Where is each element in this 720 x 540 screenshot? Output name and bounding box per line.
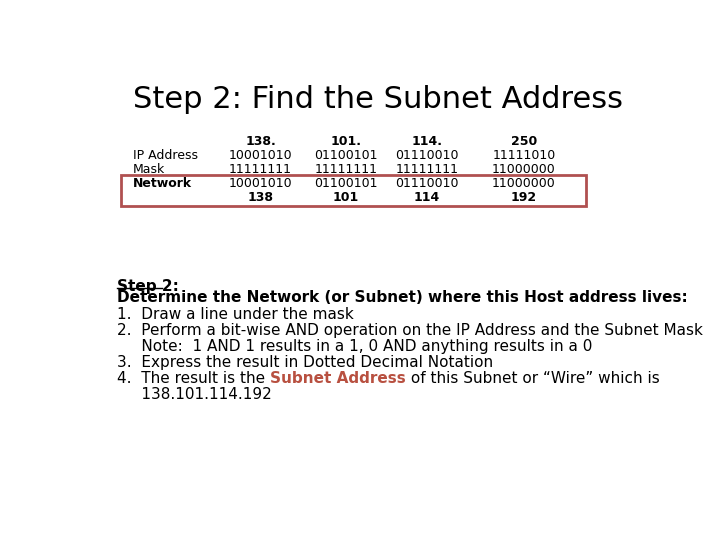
Text: 11111010: 11111010 [492,149,556,162]
Text: Determine the Network (or Subnet) where this Host address lives:: Determine the Network (or Subnet) where … [117,291,688,306]
Text: 10001010: 10001010 [229,149,292,162]
Text: Subnet Address: Subnet Address [270,372,406,386]
Text: 114: 114 [414,191,440,204]
Text: Note:  1 AND 1 results in a 1, 0 AND anything results in a 0: Note: 1 AND 1 results in a 1, 0 AND anyt… [117,339,593,354]
Text: IP Address: IP Address [132,149,197,162]
Text: 138.: 138. [245,136,276,148]
Text: 11111111: 11111111 [314,163,377,176]
Text: 192: 192 [511,191,537,204]
Text: Network: Network [132,177,192,190]
Text: of this Subnet or “Wire” which is: of this Subnet or “Wire” which is [406,372,660,386]
Text: 101.: 101. [330,136,361,148]
Text: 01110010: 01110010 [395,149,459,162]
Text: 101: 101 [333,191,359,204]
Text: 138: 138 [248,191,274,204]
Text: 11111111: 11111111 [395,163,459,176]
Bar [121,175,586,206]
Text: Mask: Mask [132,163,165,176]
Text: 10001010: 10001010 [229,177,292,190]
Text: 138.101.114.192: 138.101.114.192 [117,387,272,402]
Text: 2.  Perform a bit-wise AND operation on the IP Address and the Subnet Mask: 2. Perform a bit-wise AND operation on t… [117,323,703,338]
Text: Step 2: Find the Subnet Address: Step 2: Find the Subnet Address [132,85,623,114]
Text: 114.: 114. [412,136,443,148]
Text: 4.  The result is the: 4. The result is the [117,372,270,386]
Text: 1.  Draw a line under the mask: 1. Draw a line under the mask [117,307,354,322]
Text: 250: 250 [511,136,537,148]
Text: 01100101: 01100101 [314,149,377,162]
Text: 11111111: 11111111 [229,163,292,176]
Text: 11000000: 11000000 [492,163,556,176]
Text: 3.  Express the result in Dotted Decimal Notation: 3. Express the result in Dotted Decimal … [117,355,493,370]
Text: 01110010: 01110010 [395,177,459,190]
Text: Step 2:: Step 2: [117,279,179,294]
Text: 11000000: 11000000 [492,177,556,190]
Text: 01100101: 01100101 [314,177,377,190]
